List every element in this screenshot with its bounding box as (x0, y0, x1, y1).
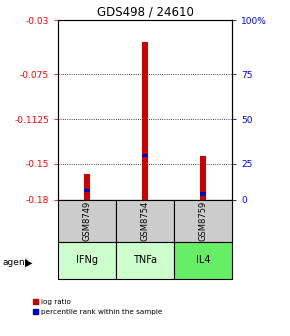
Bar (84, 188, 90, 192)
Bar (58, 200, 116, 242)
Bar (116, 200, 174, 242)
Text: GSM8754: GSM8754 (140, 201, 150, 241)
Bar (200, 192, 206, 196)
Bar (84, 174, 90, 200)
Text: IFNg: IFNg (76, 255, 98, 265)
Text: GSM8749: GSM8749 (82, 201, 92, 241)
Legend: log ratio, percentile rank within the sample: log ratio, percentile rank within the sa… (32, 299, 163, 315)
Text: IL4: IL4 (196, 255, 210, 265)
Bar (200, 156, 206, 200)
Bar (174, 242, 232, 279)
Text: ▶: ▶ (25, 258, 32, 268)
Bar (116, 242, 174, 279)
Bar (58, 242, 116, 279)
Text: agent: agent (3, 258, 29, 267)
Bar (142, 154, 148, 157)
Bar (142, 42, 148, 200)
Title: GDS498 / 24610: GDS498 / 24610 (97, 6, 193, 19)
Text: GSM8759: GSM8759 (198, 201, 208, 241)
Bar (174, 200, 232, 242)
Text: TNFa: TNFa (133, 255, 157, 265)
